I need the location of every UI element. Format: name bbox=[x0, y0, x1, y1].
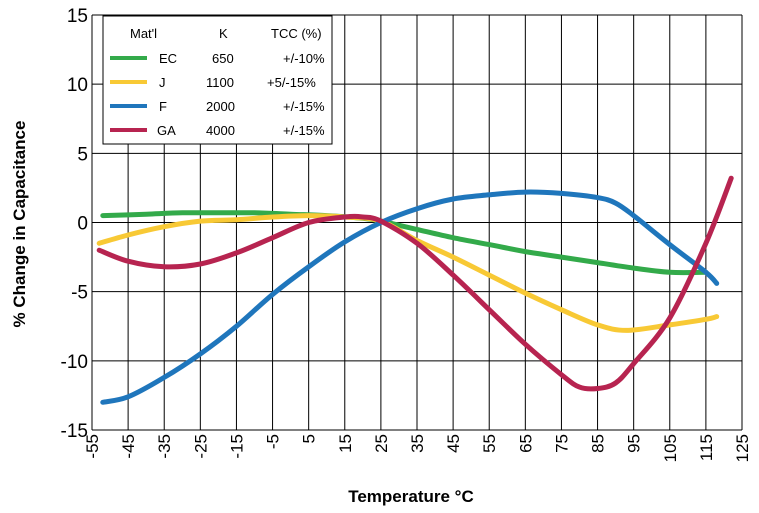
series-layer bbox=[96, 175, 734, 405]
y-tick-label: -5 bbox=[71, 283, 88, 304]
x-tick-label: 65 bbox=[516, 434, 535, 453]
x-tick-label: 25 bbox=[372, 434, 391, 453]
x-tick-label: 35 bbox=[408, 434, 427, 453]
x-tick-label: -15 bbox=[227, 434, 246, 459]
x-axis-label: Temperature °C bbox=[348, 487, 474, 506]
x-tick-label: 75 bbox=[552, 434, 571, 453]
x-tick-label: 115 bbox=[697, 434, 716, 461]
x-tick-label: 125 bbox=[733, 434, 752, 462]
x-tick-label: 45 bbox=[444, 434, 463, 453]
x-tick-label: 85 bbox=[589, 434, 608, 453]
series-line-ec bbox=[100, 210, 709, 276]
legend-label-f: F bbox=[159, 99, 167, 114]
legend-header-k: K bbox=[219, 26, 228, 41]
series-line-ga bbox=[96, 175, 734, 392]
legend-k-j: 1100 bbox=[206, 75, 234, 90]
y-tick-label: 5 bbox=[77, 144, 88, 165]
series-line-f bbox=[100, 189, 720, 405]
legend-header-tcc: TCC (%) bbox=[271, 26, 322, 41]
x-tick-label: 95 bbox=[625, 434, 644, 453]
y-tick-label: 15 bbox=[67, 6, 88, 27]
legend-label-ec: EC bbox=[159, 51, 177, 66]
legend-tcc-j: +5/-15% bbox=[267, 75, 316, 90]
x-tick-label: -25 bbox=[191, 434, 210, 459]
legend-k-f: 2000 bbox=[206, 99, 235, 114]
legend: Mat'l K TCC (%) EC 650 +/-10% J 1100 +5/… bbox=[102, 15, 333, 145]
x-tick-label: -35 bbox=[155, 434, 174, 459]
legend-label-ga: GA bbox=[157, 123, 176, 138]
x-tick-label: -45 bbox=[119, 434, 138, 459]
y-tick-label: 0 bbox=[77, 214, 88, 235]
x-tick-label: 5 bbox=[300, 434, 319, 443]
x-tick-label: -5 bbox=[264, 434, 283, 449]
y-axis-label: % Change in Capacitance bbox=[10, 121, 29, 328]
tick-labels: -55 -45 -35 -25 -15 -5 5 15 25 35 45 55 65 75 85 95 105 1… bbox=[61, 6, 752, 462]
x-tick-label: 55 bbox=[480, 434, 499, 453]
legend-label-j: J bbox=[159, 75, 166, 90]
x-tick-label: 15 bbox=[336, 434, 355, 453]
y-tick-label: -10 bbox=[61, 352, 88, 373]
legend-k-ga: 4000 bbox=[206, 123, 235, 138]
y-tick-label: 10 bbox=[67, 75, 88, 96]
x-tick-label: -55 bbox=[83, 434, 102, 459]
series-line-j bbox=[96, 213, 720, 333]
y-tick-label: -15 bbox=[61, 421, 88, 442]
x-tick-label: 105 bbox=[661, 434, 680, 462]
legend-k-ec: 650 bbox=[212, 51, 234, 66]
legend-header-material: Mat'l bbox=[130, 26, 157, 41]
legend-tcc-f: +/-15% bbox=[283, 99, 325, 114]
legend-tcc-ec: +/-10% bbox=[283, 51, 325, 66]
legend-tcc-ga: +/-15% bbox=[283, 123, 325, 138]
